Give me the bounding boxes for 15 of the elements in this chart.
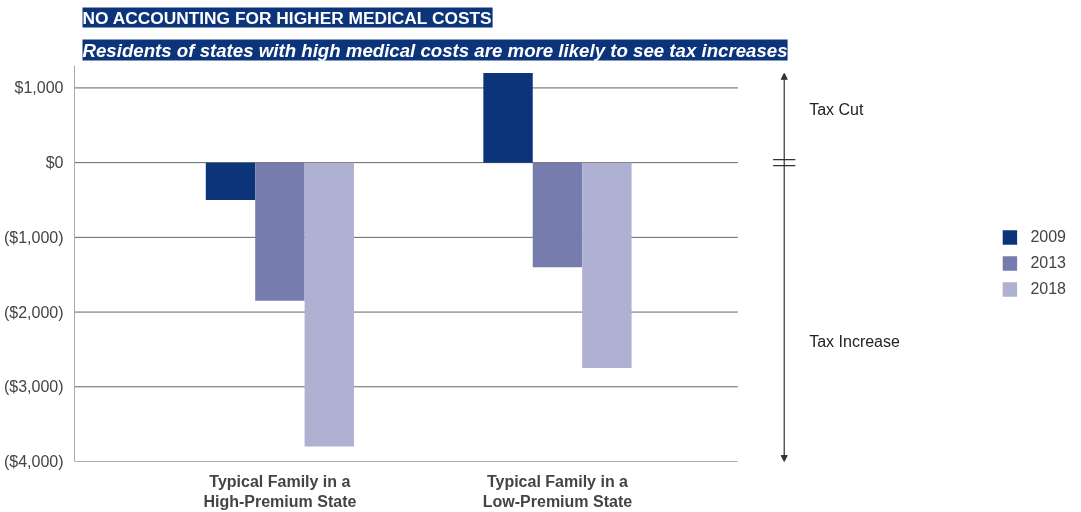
y-tick-label: ($4,000) <box>3 453 64 470</box>
y-tick-label: ($2,000) <box>3 303 64 321</box>
legend-label: 2013 <box>1030 254 1066 272</box>
text: Tax Cut <box>809 100 864 118</box>
chart-subtitle: Residents of states with high medical costs are more likely to see tax increases <box>82 39 788 61</box>
text: Tax Increase <box>809 333 901 351</box>
legend-label: 2018 <box>1030 280 1066 298</box>
y-tick-label: $1,000 <box>14 79 64 97</box>
y-tick-label: $0 <box>45 154 64 172</box>
x-tick-label: Typical Family in a Low-Premium State <box>482 472 633 510</box>
x-tick-label: Typical Family in a High-Premium State <box>203 472 357 510</box>
chart-title: NO ACCOUNTING FOR HIGHER MEDICAL COSTS <box>82 7 492 28</box>
legend-label: 2009 <box>1030 228 1066 246</box>
y-tick-label: ($3,000) <box>3 378 64 396</box>
y-tick-label: ($1,000) <box>3 228 64 246</box>
